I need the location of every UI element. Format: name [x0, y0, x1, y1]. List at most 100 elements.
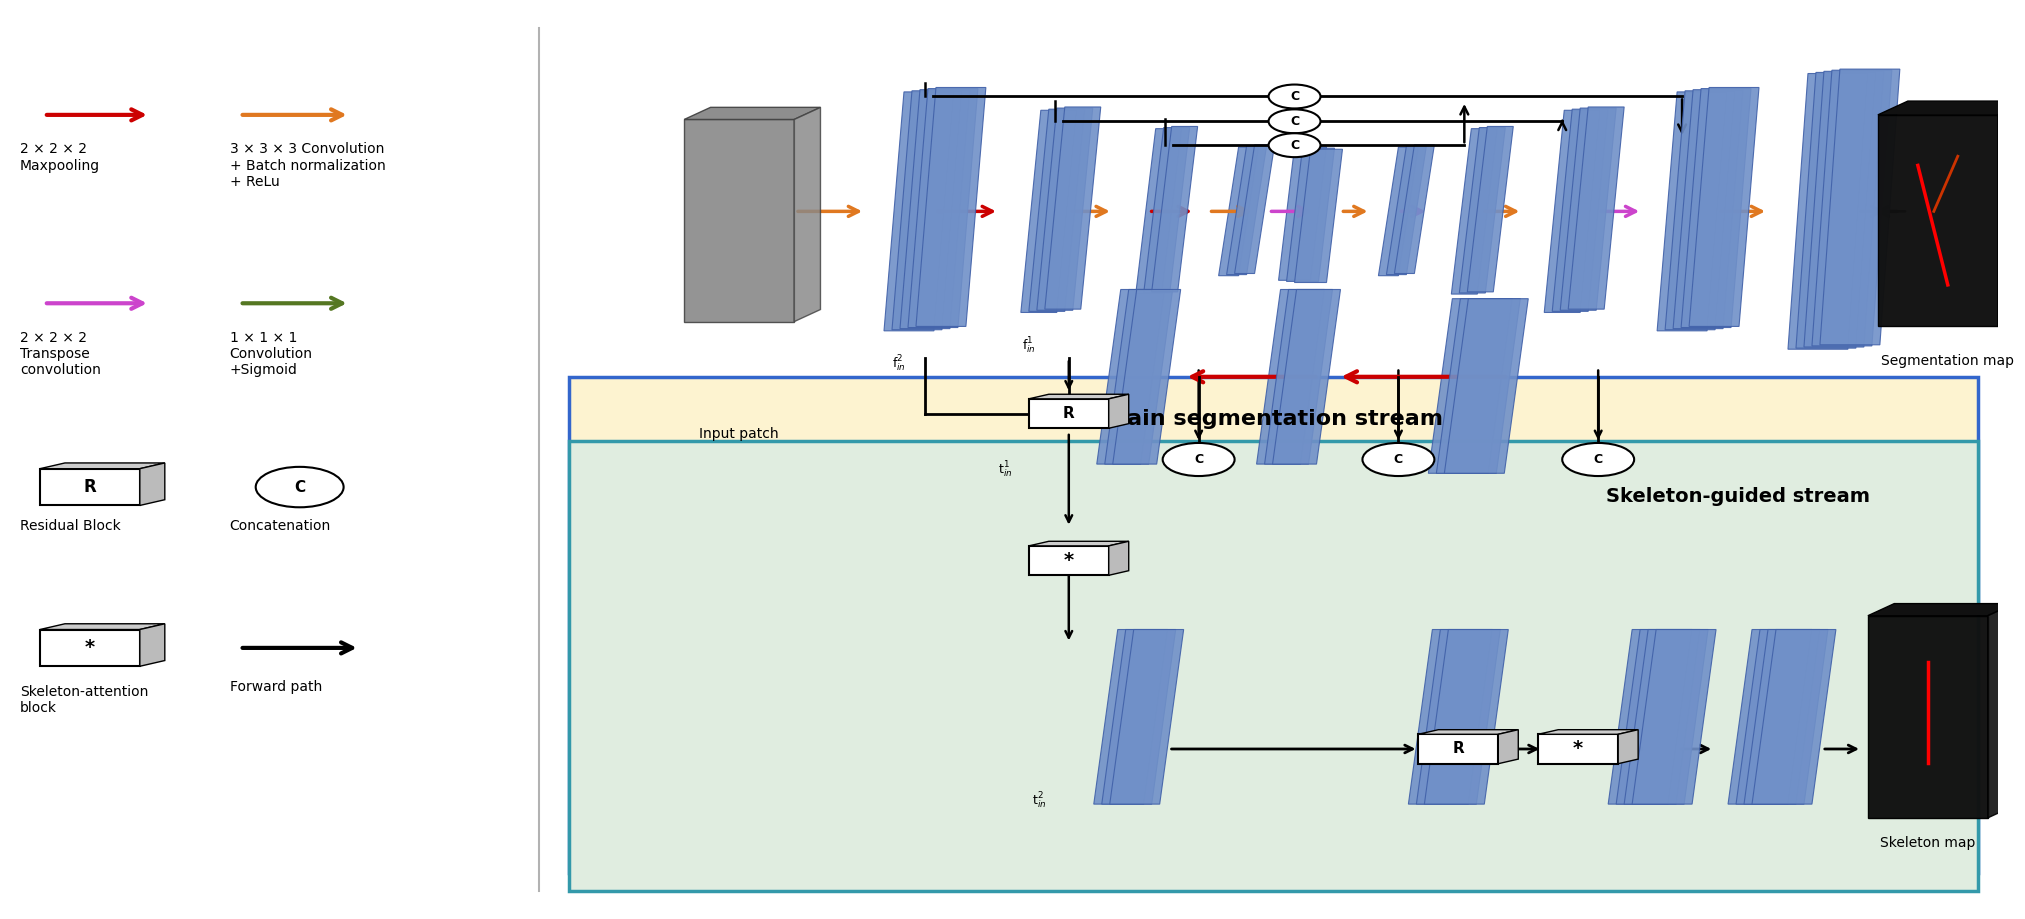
- Polygon shape: [1219, 147, 1260, 276]
- Polygon shape: [1618, 730, 1638, 764]
- Polygon shape: [1727, 630, 1812, 804]
- Polygon shape: [1418, 730, 1519, 734]
- Text: C: C: [1195, 453, 1203, 466]
- Text: Skeleton-attention
block: Skeleton-attention block: [20, 685, 148, 715]
- Polygon shape: [40, 463, 164, 469]
- Text: Segmentation map: Segmentation map: [1881, 354, 2015, 368]
- Text: t$_{in}^{1}$: t$_{in}^{1}$: [998, 460, 1012, 480]
- Polygon shape: [1735, 630, 1820, 804]
- Polygon shape: [1278, 147, 1326, 280]
- Polygon shape: [1545, 110, 1600, 312]
- Text: *: *: [85, 639, 95, 657]
- FancyBboxPatch shape: [1029, 546, 1110, 575]
- Polygon shape: [1029, 394, 1128, 399]
- Polygon shape: [1029, 541, 1128, 546]
- FancyBboxPatch shape: [40, 469, 140, 505]
- Polygon shape: [1567, 107, 1624, 309]
- Polygon shape: [1272, 289, 1341, 464]
- Polygon shape: [1877, 101, 2025, 115]
- Polygon shape: [1227, 146, 1266, 275]
- Polygon shape: [684, 119, 794, 322]
- Text: Skeleton-guided stream: Skeleton-guided stream: [1606, 487, 1869, 506]
- Polygon shape: [1804, 72, 1883, 347]
- Polygon shape: [1037, 108, 1094, 311]
- Polygon shape: [1820, 69, 1899, 345]
- Circle shape: [1268, 133, 1320, 157]
- Polygon shape: [1656, 92, 1727, 331]
- Text: f$_{in}^{1}$: f$_{in}^{1}$: [1023, 335, 1035, 356]
- Polygon shape: [1539, 730, 1638, 734]
- Text: C: C: [1594, 453, 1602, 466]
- Text: Residual Block: Residual Block: [20, 519, 121, 533]
- Text: C: C: [1290, 90, 1300, 103]
- Polygon shape: [1867, 616, 1989, 818]
- Text: Input patch: Input patch: [699, 427, 780, 441]
- Circle shape: [255, 467, 344, 507]
- Text: *: *: [1063, 551, 1073, 570]
- Polygon shape: [1029, 109, 1085, 312]
- Polygon shape: [1235, 145, 1274, 274]
- Polygon shape: [1110, 394, 1128, 428]
- Polygon shape: [1460, 128, 1505, 293]
- Polygon shape: [1624, 630, 1707, 804]
- Polygon shape: [1689, 87, 1760, 326]
- Text: 2 × 2 × 2
Maxpooling: 2 × 2 × 2 Maxpooling: [20, 142, 99, 173]
- Polygon shape: [1444, 299, 1529, 473]
- Polygon shape: [1428, 299, 1513, 473]
- Polygon shape: [1045, 107, 1102, 309]
- Polygon shape: [1665, 91, 1735, 330]
- FancyBboxPatch shape: [569, 377, 1978, 873]
- FancyBboxPatch shape: [40, 630, 140, 666]
- Polygon shape: [1632, 630, 1715, 804]
- Polygon shape: [1608, 630, 1693, 804]
- Polygon shape: [907, 88, 978, 327]
- FancyBboxPatch shape: [1539, 734, 1618, 764]
- Text: R: R: [83, 478, 97, 496]
- Text: t$_{in}^{2}$: t$_{in}^{2}$: [1031, 790, 1047, 811]
- Polygon shape: [140, 624, 164, 666]
- Polygon shape: [1788, 74, 1867, 349]
- Text: C: C: [1290, 139, 1300, 152]
- Polygon shape: [915, 87, 986, 326]
- Text: Skeleton map: Skeleton map: [1879, 836, 1976, 850]
- Polygon shape: [1673, 90, 1744, 329]
- Polygon shape: [1144, 128, 1189, 293]
- Polygon shape: [1436, 299, 1521, 473]
- Circle shape: [1268, 109, 1320, 133]
- Polygon shape: [684, 108, 820, 119]
- Polygon shape: [40, 624, 164, 630]
- Text: C: C: [294, 480, 306, 494]
- Polygon shape: [1867, 604, 2015, 616]
- Text: Concatenation: Concatenation: [229, 519, 330, 533]
- Circle shape: [1162, 443, 1235, 476]
- Polygon shape: [1989, 604, 2015, 818]
- Polygon shape: [1379, 147, 1418, 276]
- Polygon shape: [794, 108, 820, 322]
- Text: Forward path: Forward path: [229, 680, 322, 694]
- Polygon shape: [1021, 110, 1077, 312]
- Polygon shape: [1553, 109, 1608, 312]
- Text: *: *: [1573, 740, 1584, 758]
- Polygon shape: [1999, 101, 2025, 326]
- Text: Main segmentation stream: Main segmentation stream: [1104, 409, 1442, 429]
- Polygon shape: [1415, 630, 1501, 804]
- Polygon shape: [1152, 127, 1197, 292]
- Polygon shape: [899, 90, 970, 329]
- Text: f$_{in}^{2}$: f$_{in}^{2}$: [893, 354, 905, 374]
- Text: 2 × 2 × 2
Transpose
convolution: 2 × 2 × 2 Transpose convolution: [20, 331, 101, 377]
- Circle shape: [1268, 85, 1320, 108]
- Polygon shape: [1102, 630, 1177, 804]
- Polygon shape: [1752, 630, 1837, 804]
- Polygon shape: [1106, 289, 1172, 464]
- Polygon shape: [1286, 148, 1334, 281]
- Text: 1 × 1 × 1
Convolution
+Sigmoid: 1 × 1 × 1 Convolution +Sigmoid: [229, 331, 312, 377]
- Text: R: R: [1063, 406, 1075, 421]
- Polygon shape: [1110, 541, 1128, 575]
- Polygon shape: [1468, 127, 1513, 292]
- Polygon shape: [1409, 630, 1492, 804]
- Polygon shape: [1094, 630, 1168, 804]
- Text: C: C: [1290, 115, 1300, 128]
- Polygon shape: [1744, 630, 1829, 804]
- Polygon shape: [1616, 630, 1701, 804]
- Polygon shape: [1452, 129, 1496, 294]
